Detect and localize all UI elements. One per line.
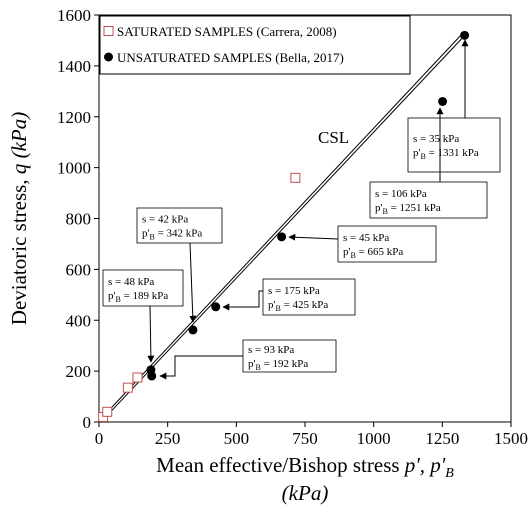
annotation-part: p' [248, 358, 256, 370]
annotation-part: B [255, 363, 260, 372]
annotation-part: = 192 kPa [261, 358, 309, 370]
annotation-arrow [159, 355, 243, 380]
annotation-part: = 665 kPa [356, 246, 404, 258]
annotation-part: B [420, 152, 425, 161]
annotation-box [369, 181, 488, 219]
x-tick-label: 250 [155, 429, 181, 448]
annotation-arrow [288, 233, 339, 241]
legend-marker [103, 26, 114, 36]
point [122, 382, 133, 393]
annotation-arrow [222, 290, 263, 311]
x-tick-label: 1500 [494, 429, 528, 448]
point [290, 172, 301, 183]
x-axis-label-part: B [445, 466, 454, 481]
y-tick-label: 1400 [57, 57, 91, 76]
x-tick-label: 0 [95, 429, 104, 448]
y-tick-label: 800 [66, 210, 92, 229]
annotation-part: B [149, 233, 154, 242]
annotation-part: B [275, 304, 280, 313]
annotation-arrow [147, 305, 155, 363]
point [211, 302, 221, 312]
x-tick-label: 750 [292, 429, 318, 448]
y-tick-label: 0 [83, 413, 92, 432]
annotation-text: s = 35 kPa [413, 133, 459, 145]
annotation-text: s = 93 kPa [248, 344, 294, 356]
annotation-box [407, 117, 501, 173]
annotation-part: p' [108, 290, 116, 302]
annotation-part: = 189 kPa [121, 290, 169, 302]
annotation-text: p'B = 1251 kPa [375, 202, 441, 216]
annotation-part: = 1331 kPa [426, 147, 479, 159]
annotation-text: p'B = 665 kPa [343, 246, 403, 260]
annotation-box [102, 269, 184, 307]
annotation-text: s = 45 kPa [343, 232, 389, 244]
annotation-box [242, 339, 337, 373]
annotation-text: s = 175 kPa [268, 285, 320, 297]
legend-box [99, 15, 411, 75]
annotation-part: p' [268, 299, 276, 311]
y-tick-label: 1200 [57, 108, 91, 127]
y-tick-label: 200 [66, 362, 92, 381]
annotation-arrow [189, 242, 197, 323]
x-axis-label-part: Mean effective/Bishop stress [156, 453, 405, 477]
point [438, 96, 448, 106]
csl-label: CSL [318, 128, 349, 147]
x-axis-label: Mean effective/Bishop stress p', p'B [156, 453, 454, 481]
annotation-box [337, 225, 437, 263]
y-axis-label: Deviatoric stress, q (kPa) [7, 112, 31, 325]
x-axis-label: (kPa) [282, 481, 329, 505]
annotation-text: s = 42 kPa [142, 214, 188, 226]
annotation-text: p'B = 425 kPa [268, 299, 328, 313]
annotation-text: s = 48 kPa [108, 276, 154, 288]
annotation-text: p'B = 189 kPa [108, 290, 168, 304]
annotation-part: B [350, 251, 355, 260]
legend-label: UNSATURATED SAMPLES (Bella, 2017) [117, 50, 344, 65]
point [188, 325, 198, 335]
annotation-part: = 1251 kPa [388, 202, 441, 214]
point [102, 406, 113, 417]
x-tick-label: 1250 [425, 429, 459, 448]
annotation-text: p'B = 192 kPa [248, 358, 308, 372]
y-tick-label: 1000 [57, 159, 91, 178]
annotation-part: p' [343, 246, 351, 258]
annotation-part: p' [142, 228, 150, 240]
annotation-box [262, 278, 356, 316]
annotation-part: B [382, 207, 387, 216]
csl-line [97, 32, 464, 423]
x-axis-label-part: p', p' [403, 453, 446, 477]
annotation-part: p' [375, 202, 383, 214]
annotation-box [136, 207, 223, 244]
legend-marker [104, 52, 113, 62]
annotation-part: B [115, 295, 120, 304]
y-tick-label: 400 [66, 311, 92, 330]
y-axis-label-part: q (kPa) [7, 112, 31, 174]
annotation-text: p'B = 342 kPa [142, 228, 202, 242]
x-tick-label: 1000 [357, 429, 391, 448]
point [132, 372, 143, 383]
annotation-part: p' [413, 147, 421, 159]
annotation-text: s = 106 kPa [375, 188, 427, 200]
legend-label: SATURATED SAMPLES (Carrera, 2008) [117, 24, 337, 39]
point [460, 30, 470, 40]
y-axis-label-part: Deviatoric stress, [7, 174, 31, 325]
point [277, 232, 287, 242]
y-tick-label: 600 [66, 260, 92, 279]
point [147, 371, 157, 381]
y-tick-label: 1600 [57, 6, 91, 25]
annotation-part: = 342 kPa [155, 228, 203, 240]
csl-line [100, 32, 468, 423]
annotation-part: = 425 kPa [281, 299, 329, 311]
annotation-text: p'B = 1331 kPa [413, 147, 479, 161]
x-tick-label: 500 [224, 429, 250, 448]
